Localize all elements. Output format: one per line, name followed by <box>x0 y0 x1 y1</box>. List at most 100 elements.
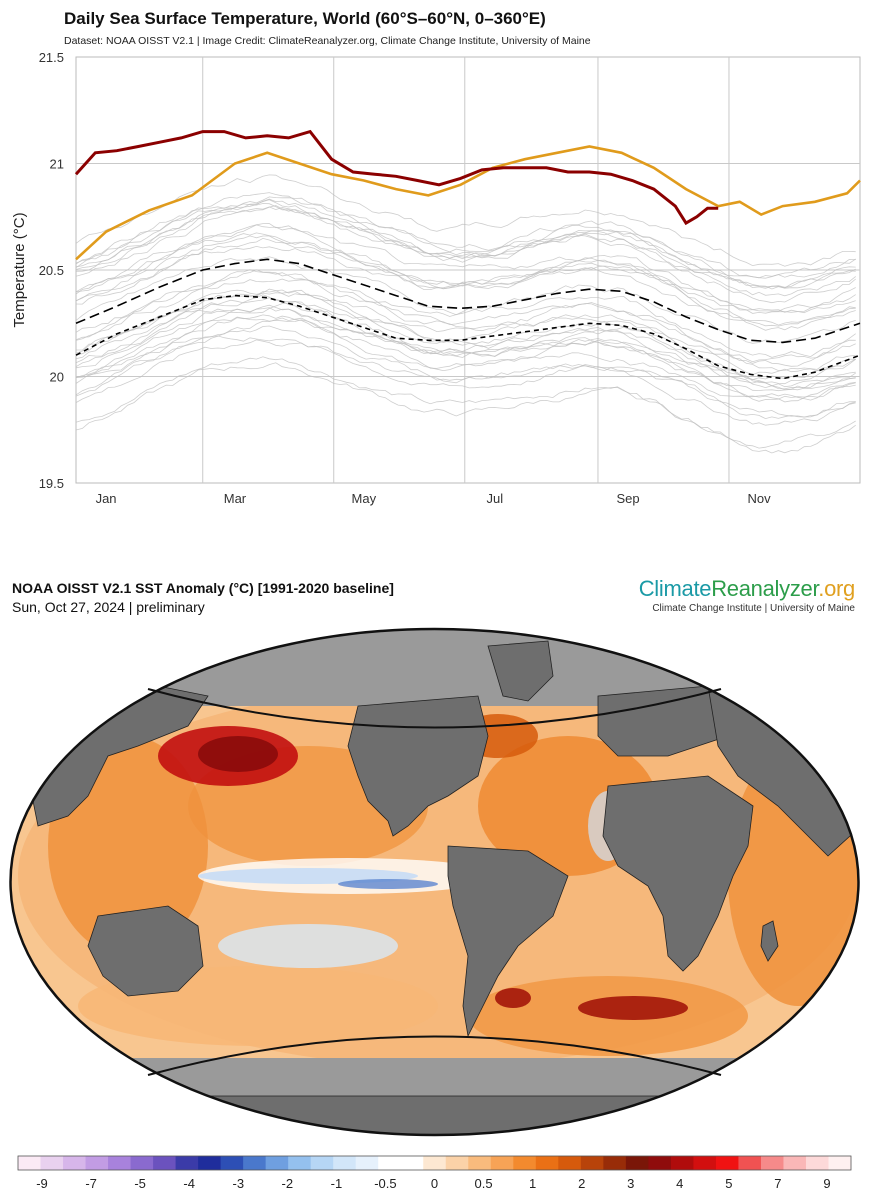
colorbar-swatch <box>513 1156 537 1170</box>
historical-years-lines <box>75 174 856 454</box>
colorbar-swatch <box>40 1156 64 1170</box>
colorbar-tick-label: -0.5 <box>374 1176 396 1191</box>
colorbar-tick-label: 0 <box>431 1176 438 1191</box>
historical-year-line <box>75 362 856 454</box>
historical-year-line <box>75 289 856 376</box>
colorbar-swatch <box>670 1156 694 1170</box>
colorbar-tick-label: 0.5 <box>475 1176 493 1191</box>
north-america <box>347 695 489 837</box>
colorbar-swatch <box>490 1156 514 1170</box>
historical-year-line <box>75 174 856 267</box>
colorbar-tick-label: 9 <box>823 1176 830 1191</box>
climatereanalyzer-logo[interactable]: ClimateReanalyzer.org <box>638 576 856 602</box>
colorbar-swatch <box>715 1156 739 1170</box>
historical-year-line <box>75 232 856 314</box>
x-tick-label: Sep <box>616 491 639 506</box>
colorbar-swatch <box>535 1156 559 1170</box>
colorbar-swatch <box>355 1156 379 1170</box>
south-america <box>447 845 569 1038</box>
colorbar-swatch <box>310 1156 334 1170</box>
colorbar-tick-label: -7 <box>85 1176 97 1191</box>
series-line-1 <box>74 129 719 226</box>
historical-year-line <box>75 335 856 420</box>
colorbar-swatch <box>243 1156 267 1170</box>
y-axis-label: Temperature (°C) <box>11 212 28 327</box>
colorbar-swatch <box>220 1156 244 1170</box>
logo-climate: Climate <box>638 576 712 601</box>
colorbar-swatch <box>153 1156 177 1170</box>
colorbar-swatch <box>783 1156 807 1170</box>
x-tick-label: Jul <box>487 491 504 506</box>
colorbar-swatch <box>288 1156 312 1170</box>
historical-year-line <box>75 307 856 392</box>
historical-year-line <box>75 245 856 331</box>
historical-year-line <box>75 205 856 297</box>
historical-year-line <box>75 269 856 363</box>
colorbar-tick-label: -2 <box>282 1176 294 1191</box>
greenland <box>487 640 554 702</box>
colorbar-swatch <box>738 1156 762 1170</box>
colorbar-swatch <box>85 1156 109 1170</box>
colorbar-swatch <box>693 1156 717 1170</box>
colorbar-swatch <box>423 1156 447 1170</box>
historical-year-line <box>75 317 856 403</box>
logo-reanalyzer: Reanalyzer <box>711 576 819 601</box>
colorbar-tick-label: -5 <box>134 1176 146 1191</box>
historical-year-line <box>75 256 856 344</box>
historical-year-line <box>75 198 856 290</box>
colorbar-tick-label: 2 <box>578 1176 585 1191</box>
colorbar-tick-label: -4 <box>183 1176 195 1191</box>
historical-year-line <box>75 235 856 327</box>
x-tick-label: May <box>352 491 377 506</box>
colorbar-swatch <box>760 1156 784 1170</box>
colorbar-swatch <box>108 1156 132 1170</box>
colorbar-swatch <box>648 1156 672 1170</box>
historical-year-line <box>75 356 856 449</box>
colorbar-swatch <box>333 1156 357 1170</box>
historical-year-line <box>75 297 856 391</box>
colorbar-tick-label: 5 <box>725 1176 732 1191</box>
y-tick-label: 21.5 <box>39 50 64 65</box>
chart-title: Daily Sea Surface Temperature, World (60… <box>64 9 546 28</box>
colorbar-swatch <box>400 1156 424 1170</box>
historical-year-line <box>75 294 856 385</box>
colorbar-tick-label: 3 <box>627 1176 634 1191</box>
colorbar-swatch <box>805 1156 829 1170</box>
colorbar-swatch <box>828 1156 852 1170</box>
y-tick-label: 20.5 <box>39 263 64 278</box>
anomaly-colorbar: -9 -7 -5 -4 -3 -2 -1 -0.5 0 0.5 1 2 3 4 5 7 9 <box>17 1155 852 1191</box>
colorbar-swatch <box>63 1156 87 1170</box>
colorbar-swatch <box>445 1156 469 1170</box>
historical-year-line <box>75 203 856 288</box>
sst-anomaly-map <box>9 627 860 1137</box>
chart-subtitle: Dataset: NOAA OISST V2.1 | Image Credit:… <box>64 35 591 47</box>
x-tick-label: Mar <box>224 491 247 506</box>
historical-year-line <box>75 304 856 388</box>
x-tick-label: Nov <box>747 491 771 506</box>
colorbar-swatch <box>18 1156 42 1170</box>
colorbar-swatch <box>580 1156 604 1170</box>
australia <box>87 905 204 997</box>
historical-year-line <box>75 339 856 426</box>
logo-org: .org <box>818 576 855 601</box>
africa <box>602 775 754 972</box>
y-tick-label: 21 <box>50 157 64 172</box>
historical-year-line <box>75 223 856 314</box>
colorbar-swatch <box>130 1156 154 1170</box>
colorbar-swatch <box>198 1156 222 1170</box>
historical-year-line <box>75 237 856 326</box>
arctic-mask <box>10 629 859 706</box>
brand-tagline: Climate Change Institute | University of… <box>652 603 855 614</box>
historical-year-line <box>75 192 856 279</box>
colorbar-swatch <box>625 1156 649 1170</box>
y-tick-label: 19.5 <box>39 476 64 491</box>
colorbar-swatch <box>175 1156 199 1170</box>
series-line-3 <box>75 294 861 380</box>
historical-year-line <box>75 224 856 312</box>
series-line-2 <box>75 258 861 344</box>
colorbar-border <box>17 1155 852 1171</box>
colorbar-tick-label: 1 <box>529 1176 536 1191</box>
brand-block: ClimateReanalyzer.org Climate Change Ins… <box>638 576 856 614</box>
colorbar-swatch <box>468 1156 492 1170</box>
colorbar-tick-label: -1 <box>331 1176 343 1191</box>
